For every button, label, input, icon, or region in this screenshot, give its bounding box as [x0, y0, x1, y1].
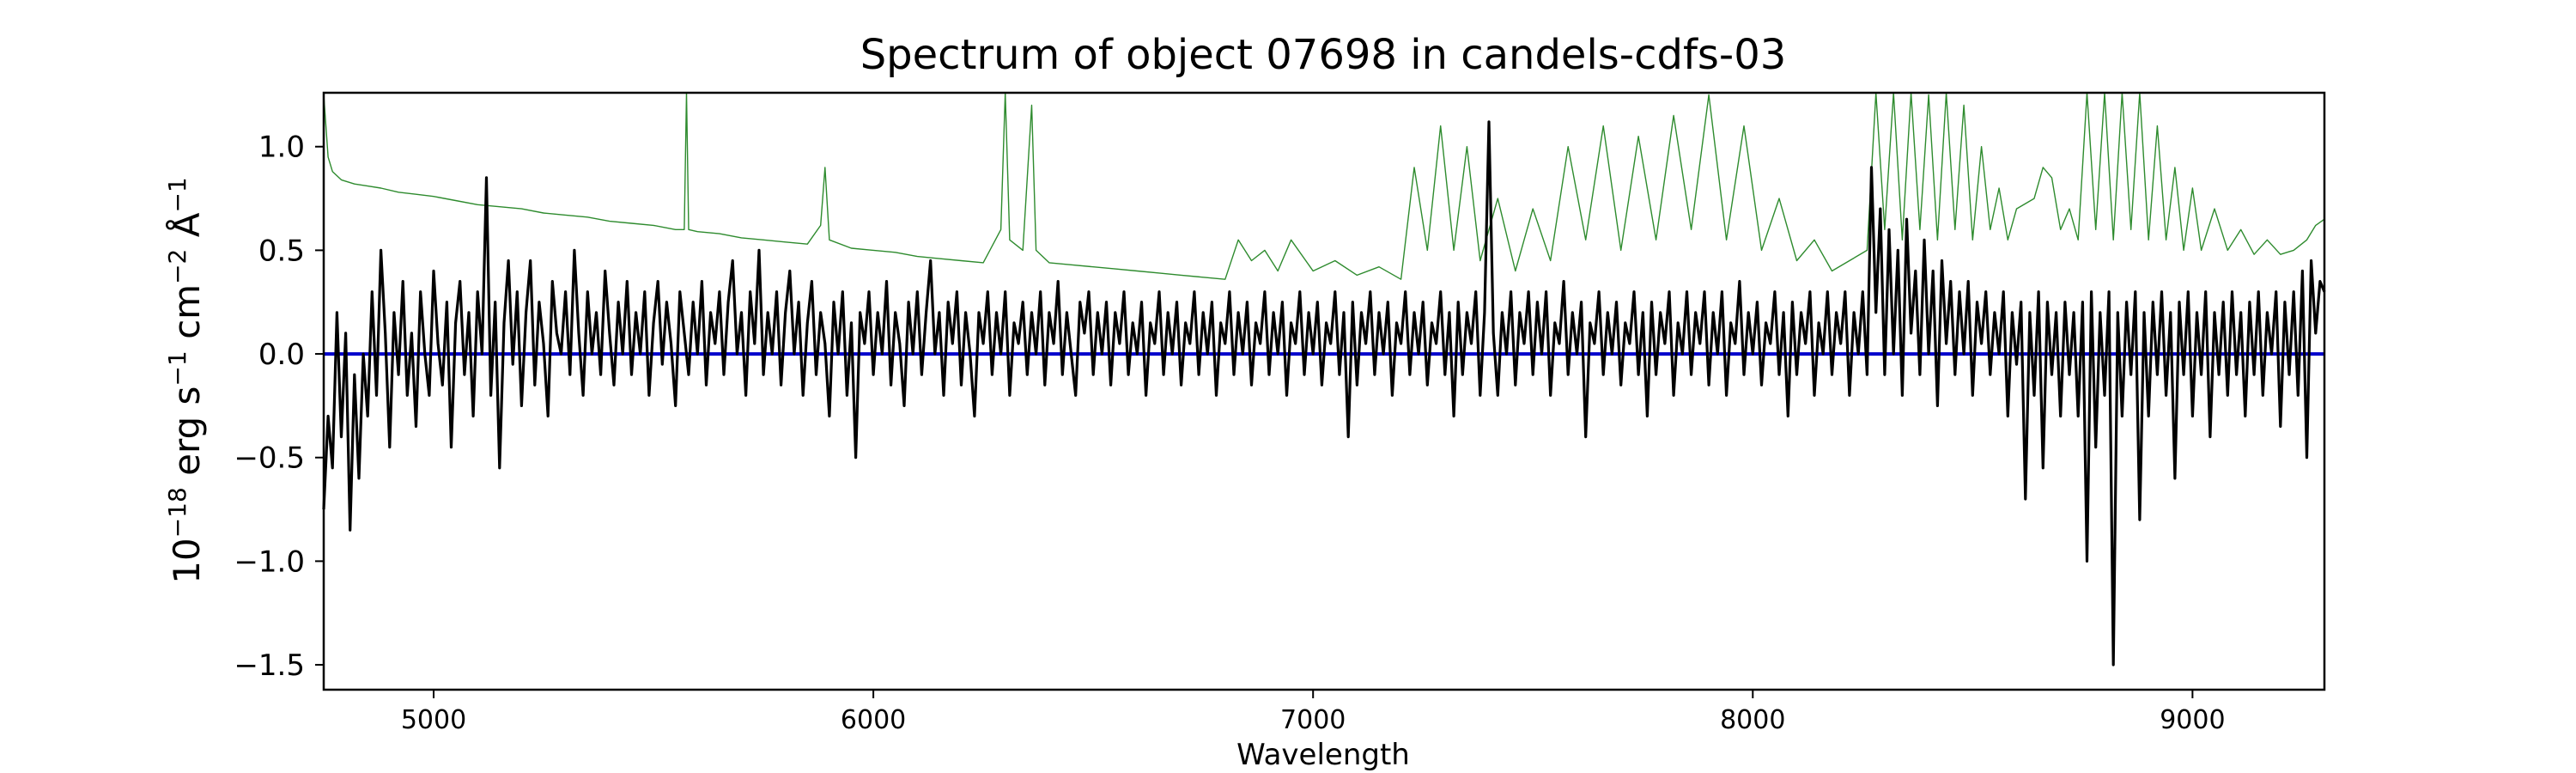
series-line-error — [323, 92, 2325, 280]
x-tick-label: 8000 — [1720, 705, 1785, 735]
y-tick-label: −0.5 — [234, 441, 305, 476]
y-tick-label: 0.0 — [258, 338, 305, 372]
svg-text:10−18 erg s−1 cm−2 Å−1: 10−18 erg s−1 cm−2 Å−1 — [163, 177, 208, 583]
series-line-flux — [322, 120, 2326, 666]
ylabel-base: 10 — [166, 538, 208, 583]
ylabel-exp: −18 — [163, 487, 191, 538]
x-axis-label: Wavelength — [1236, 738, 1410, 772]
ticks-layer: 5000 6000 7000 8000 9000 −1.5 −1.0 −0.5 0.0 0.5 1.… — [234, 131, 2225, 735]
ylabel-unit2: cm — [166, 284, 208, 350]
ylabel-exp1: −1 — [163, 350, 191, 386]
x-tick-label: 6000 — [841, 705, 906, 735]
series-layer — [322, 92, 2326, 666]
x-tick-label: 9000 — [2160, 705, 2225, 735]
y-tick-label: 1.0 — [258, 131, 305, 165]
ylabel-exp2: −2 — [163, 249, 191, 284]
y-tick-label: −1.0 — [234, 545, 305, 579]
y-tick-label: 0.5 — [258, 234, 305, 268]
chart-title: Spectrum of object 07698 in candels-cdfs… — [860, 31, 1787, 79]
x-tick-label: 5000 — [401, 705, 466, 735]
plot-frame — [322, 91, 2326, 691]
x-tick-label: 7000 — [1280, 705, 1346, 735]
y-axis-label: 10−18 erg s−1 cm−2 Å−1 — [163, 177, 208, 583]
y-tick-label: −1.5 — [234, 648, 305, 683]
ylabel-unit1: erg s — [166, 386, 208, 488]
ylabel-unit3: Å — [165, 212, 208, 248]
ylabel-exp3: −1 — [163, 177, 191, 212]
